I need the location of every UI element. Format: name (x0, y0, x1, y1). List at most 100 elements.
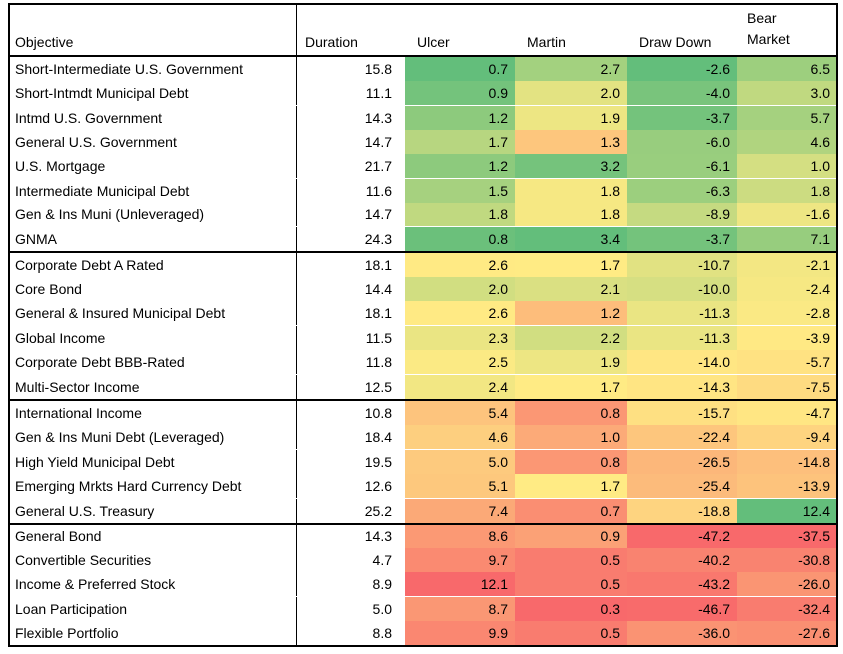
cell-ulcer: 12.1 (405, 572, 515, 597)
cell-ulcer: 5.1 (405, 473, 515, 498)
cell-bear: 1.0 (737, 153, 836, 178)
cell-drawdown: -18.8 (627, 498, 737, 523)
table-row: Global Income 11.5 2.3 2.2 -11.3 -3.9 (10, 326, 836, 351)
table-row: High Yield Municipal Debt 19.5 5.0 0.8 -26.5… (10, 449, 836, 474)
cell-objective: General U.S. Treasury (10, 498, 297, 523)
cell-drawdown: -43.2 (627, 572, 737, 597)
cell-ulcer: 1.8 (405, 202, 515, 227)
cell-bear: -26.0 (737, 572, 836, 597)
cell-martin: 0.9 (515, 524, 627, 549)
cell-martin: 2.7 (515, 57, 627, 81)
cell-drawdown: -8.9 (627, 202, 737, 227)
column-header-duration: Duration (297, 5, 405, 55)
cell-martin: 1.0 (515, 424, 627, 449)
cell-bear: 1.8 (737, 178, 836, 203)
cell-duration: 11.1 (365, 84, 392, 101)
cell-objective: Loan Participation (10, 597, 297, 622)
cell-objective: Gen & Ins Muni (Unleveraged) (10, 202, 297, 227)
cell-objective: Income & Preferred Stock (10, 572, 297, 597)
cell-objective: General U.S. Government (10, 129, 297, 154)
cell-ulcer: 8.6 (405, 524, 515, 549)
cell-duration: 11.8 (365, 354, 392, 371)
table-row: Multi-Sector Income 12.5 2.4 1.7 -14.3 -7.5 (10, 374, 836, 401)
cell-ulcer: 2.4 (405, 374, 515, 399)
cell-objective: Corporate Debt A Rated (10, 253, 297, 278)
cell-duration: 8.8 (372, 625, 392, 642)
table-row: Convertible Securities 4.7 9.7 0.5 -40.2 -30.… (10, 548, 836, 573)
column-header-ulcer: Ulcer (405, 5, 515, 55)
cell-duration: 14.4 (364, 281, 392, 298)
cell-drawdown: -26.5 (627, 449, 737, 474)
cell-drawdown: -4.0 (627, 80, 737, 105)
cell-martin: 0.5 (515, 572, 627, 597)
cell-objective: Gen & Ins Muni Debt (Leveraged) (10, 424, 297, 449)
column-header-objective: Objective (10, 5, 297, 55)
cell-objective: High Yield Municipal Debt (10, 449, 297, 474)
cell-martin: 3.4 (515, 227, 627, 252)
cell-drawdown: -3.7 (627, 105, 737, 130)
cell-martin: 1.2 (515, 301, 627, 326)
table-row: Flexible Portfolio 8.8 9.9 0.5 -36.0 -27.6 (10, 621, 836, 646)
cell-drawdown: -47.2 (627, 524, 737, 549)
cell-drawdown: -14.3 (627, 374, 737, 399)
cell-objective: Flexible Portfolio (10, 621, 297, 646)
cell-bear: 4.6 (737, 129, 836, 154)
cell-martin: 0.7 (515, 498, 627, 523)
cell-objective: Short-Intermediate U.S. Government (10, 57, 297, 81)
cell-objective: Core Bond (10, 277, 297, 302)
cell-martin: 1.8 (515, 202, 627, 227)
cell-martin: 1.8 (515, 178, 627, 203)
cell-ulcer: 2.5 (405, 350, 515, 374)
cell-duration: 14.7 (364, 133, 392, 150)
cell-bear: -3.9 (737, 326, 836, 351)
cell-bear: 5.7 (737, 105, 836, 130)
table-header-row: Objective Duration Ulcer Martin Draw Down Bea… (10, 5, 836, 57)
cell-martin: 0.8 (515, 449, 627, 474)
cell-objective: Emerging Mrkts Hard Currency Debt (10, 473, 297, 498)
cell-ulcer: 1.2 (405, 105, 515, 130)
table-row: Short-Intermediate U.S. Government 15.8 0.… (10, 57, 836, 81)
table-row: U.S. Mortgage 21.7 1.2 3.2 -6.1 1.0 (10, 153, 836, 179)
cell-duration: 19.5 (364, 453, 392, 470)
cell-bear: -32.4 (737, 597, 836, 622)
column-header-martin: Martin (515, 5, 627, 55)
cell-objective: Intermediate Municipal Debt (10, 178, 297, 203)
cell-martin: 3.2 (515, 153, 627, 178)
cell-drawdown: -6.0 (627, 129, 737, 154)
cell-duration: 14.7 (364, 206, 392, 223)
cell-drawdown: -22.4 (627, 424, 737, 449)
cell-martin: 1.3 (515, 129, 627, 154)
cell-duration: 8.9 (372, 576, 392, 593)
cell-drawdown: -6.1 (627, 153, 737, 178)
cell-martin: 2.0 (515, 80, 627, 105)
header-label-line: Market (747, 31, 790, 47)
cell-bear: -13.9 (737, 473, 836, 498)
cell-bear: -30.8 (737, 548, 836, 573)
table-row: Loan Participation 5.0 8.7 0.3 -46.7 -32.4 (10, 597, 836, 622)
cell-martin: 0.8 (515, 400, 627, 425)
table-row: Gen & Ins Muni (Unleveraged) 14.7 1.8 1.8 -8… (10, 202, 836, 228)
cell-duration: 14.3 (364, 528, 392, 545)
cell-ulcer: 2.0 (405, 277, 515, 302)
cell-bear: 6.5 (737, 57, 836, 81)
cell-duration: 18.1 (364, 257, 392, 274)
table-row: Gen & Ins Muni Debt (Leveraged) 18.4 4.6 1.… (10, 424, 836, 450)
cell-drawdown: -15.7 (627, 400, 737, 425)
header-label: Draw Down (639, 34, 712, 50)
cell-objective: General & Insured Municipal Debt (10, 301, 297, 326)
cell-martin: 1.7 (515, 253, 627, 278)
cell-ulcer: 1.5 (405, 178, 515, 203)
cell-duration: 10.8 (364, 404, 392, 421)
cell-objective: Global Income (10, 326, 297, 351)
cell-ulcer: 2.6 (405, 301, 515, 326)
table-row: Intmd U.S. Government 14.3 1.2 1.9 -3.7 5.7 (10, 105, 836, 130)
cell-ulcer: 2.3 (405, 326, 515, 351)
cell-objective: U.S. Mortgage (10, 153, 297, 178)
cell-ulcer: 0.8 (405, 227, 515, 252)
header-label: Duration (305, 34, 358, 50)
cell-objective: Short-Intmdt Municipal Debt (10, 80, 297, 105)
cell-duration: 18.1 (364, 305, 392, 322)
header-label: Ulcer (417, 34, 450, 50)
cell-duration: 14.3 (364, 109, 392, 126)
cell-drawdown: -6.3 (627, 178, 737, 203)
